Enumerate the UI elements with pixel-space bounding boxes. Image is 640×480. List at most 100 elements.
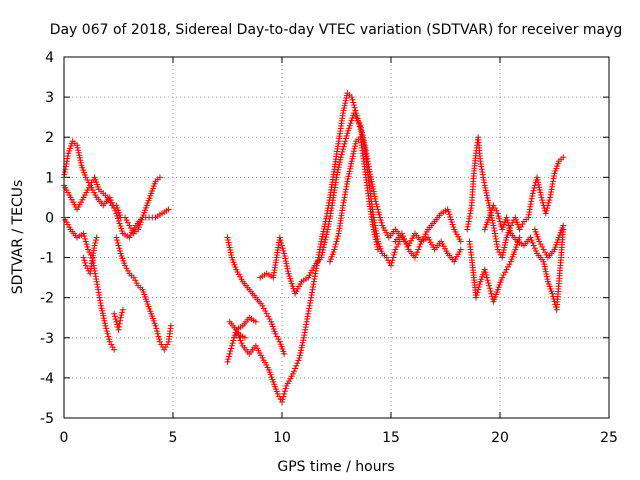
- data-point: [358, 127, 365, 134]
- data-point: [153, 325, 160, 332]
- data-point: [227, 348, 234, 355]
- data-point: [535, 179, 542, 186]
- data-point: [475, 283, 482, 290]
- data-point: [529, 190, 536, 197]
- data-point: [390, 251, 397, 258]
- data-point: [502, 239, 509, 246]
- data-point: [154, 328, 161, 335]
- data-point: [481, 182, 488, 189]
- data-point: [287, 278, 294, 285]
- data-point: [297, 349, 304, 356]
- y-tick-label: 0: [45, 210, 54, 226]
- data-point: [359, 129, 366, 136]
- data-point: [107, 197, 114, 204]
- data-point: [119, 309, 126, 316]
- data-point: [415, 246, 422, 253]
- data-point: [76, 154, 83, 161]
- data-point: [348, 158, 355, 165]
- series-trace-k: [257, 110, 464, 297]
- data-point: [75, 147, 82, 154]
- data-point: [336, 159, 343, 166]
- data-point: [484, 194, 491, 201]
- data-point: [349, 155, 356, 162]
- data-point: [377, 214, 384, 221]
- data-point: [491, 205, 498, 212]
- data-point: [530, 187, 537, 194]
- data-point: [388, 262, 394, 269]
- data-point: [226, 244, 233, 251]
- data-point: [537, 191, 544, 198]
- data-point: [416, 243, 423, 250]
- data-point: [82, 238, 89, 245]
- data-point: [489, 217, 496, 224]
- data-point: [350, 150, 357, 157]
- data-point: [340, 143, 347, 150]
- data-point: [483, 192, 490, 199]
- data-point: [105, 333, 112, 340]
- data-point: [527, 234, 534, 241]
- data-point: [449, 221, 456, 228]
- data-point: [475, 286, 482, 293]
- data-point: [346, 122, 353, 129]
- series-trace-n: [464, 134, 567, 261]
- series-trace-b: [61, 182, 172, 241]
- data-point: [483, 274, 490, 281]
- data-point: [123, 217, 130, 224]
- data-point: [101, 317, 108, 324]
- data-point: [238, 340, 245, 347]
- series-trace-h: [224, 90, 403, 405]
- data-point: [445, 208, 452, 215]
- data-point: [280, 247, 287, 254]
- data-point: [103, 325, 110, 332]
- data-point: [112, 207, 119, 214]
- data-point: [543, 271, 550, 278]
- data-point: [488, 290, 495, 297]
- data-point: [75, 149, 82, 156]
- data-points: [61, 90, 567, 405]
- data-point: [447, 213, 454, 220]
- data-point: [332, 243, 339, 250]
- data-point: [225, 353, 232, 360]
- data-point: [519, 221, 526, 228]
- data-point: [499, 274, 506, 281]
- data-point: [154, 330, 161, 337]
- data-point: [544, 202, 551, 209]
- data-point: [109, 344, 116, 351]
- data-point: [299, 342, 306, 349]
- data-point: [543, 273, 550, 280]
- data-point: [118, 225, 125, 232]
- data-point: [345, 173, 352, 180]
- y-tick-label: 2: [45, 130, 54, 146]
- data-point: [506, 225, 513, 232]
- data-point: [540, 246, 547, 253]
- data-point: [228, 345, 235, 352]
- data-point: [226, 242, 233, 249]
- series-trace-d: [80, 234, 100, 277]
- data-point: [82, 235, 89, 242]
- data-point: [229, 340, 236, 347]
- data-point: [277, 237, 284, 244]
- data-point: [99, 310, 106, 317]
- data-point: [92, 239, 99, 246]
- data-point: [342, 97, 349, 104]
- data-point: [483, 271, 490, 278]
- data-point: [341, 102, 348, 109]
- data-point: [84, 246, 91, 253]
- data-point: [84, 243, 91, 250]
- data-point: [266, 316, 273, 323]
- data-point: [518, 223, 525, 230]
- data-point: [225, 239, 232, 246]
- data-point: [116, 247, 123, 254]
- axis-ticks: [63, 56, 610, 419]
- data-point: [114, 212, 121, 219]
- data-point: [351, 104, 358, 111]
- data-point: [111, 205, 118, 212]
- data-point: [279, 396, 286, 403]
- data-point: [279, 398, 285, 405]
- data-point: [560, 154, 567, 161]
- data-point: [333, 174, 340, 181]
- data-point: [241, 334, 248, 341]
- data-point: [357, 122, 364, 129]
- data-point: [84, 177, 91, 184]
